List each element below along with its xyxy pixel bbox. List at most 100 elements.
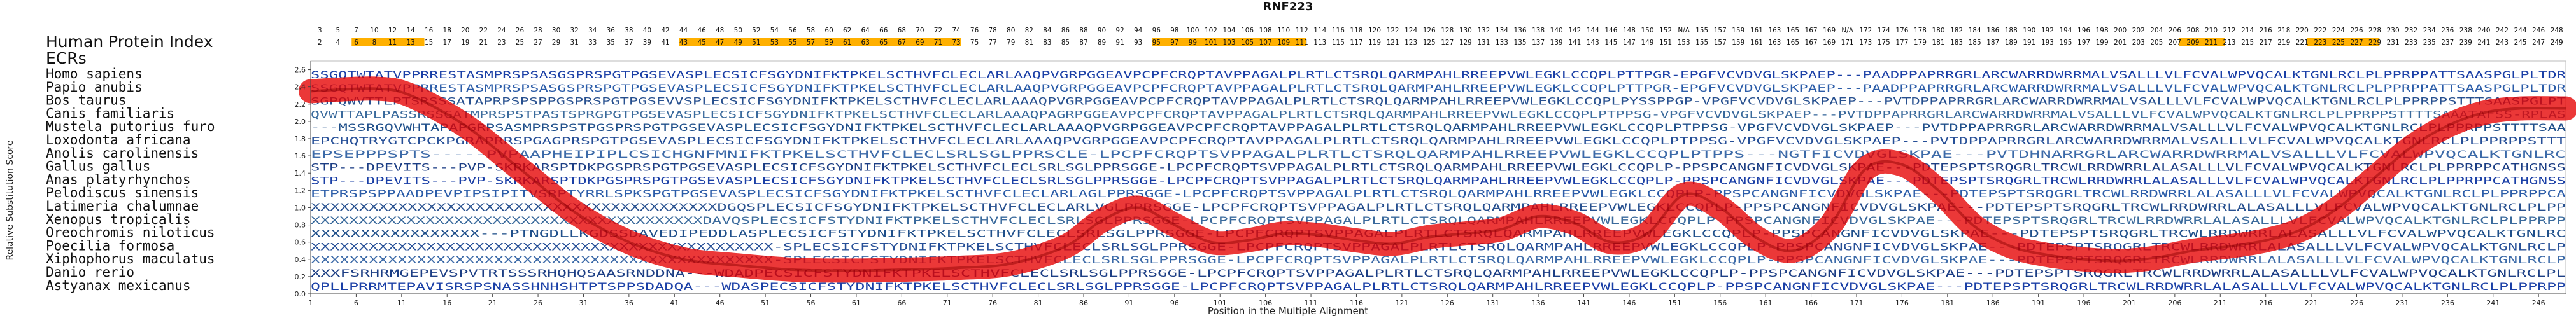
human-index-label: 165 xyxy=(1787,27,1799,34)
alignment-index-label: 207 xyxy=(2169,39,2181,46)
human-index-label: 76 xyxy=(970,27,979,34)
alignment-index-label: 105 xyxy=(1241,39,1254,46)
human-index-label: 238 xyxy=(2459,27,2472,34)
y-tick-label: 0.4 xyxy=(295,256,306,264)
alignment-index-label: 8 xyxy=(372,39,377,46)
human-index-label: 82 xyxy=(1025,27,1033,34)
alignment-index-label: 99 xyxy=(1189,39,1197,46)
x-tick-label: 6 xyxy=(354,299,358,307)
alignment-index-label: 25 xyxy=(516,39,524,46)
alignment-index-label: 195 xyxy=(2059,39,2072,46)
y-tick-label: 1.8 xyxy=(295,135,306,143)
human-index-label: 68 xyxy=(898,27,906,34)
human-index-label: 230 xyxy=(2387,27,2400,34)
y-tick-label: 1.4 xyxy=(295,169,306,177)
human-index-label: 210 xyxy=(2205,27,2218,34)
x-tick-label: 26 xyxy=(534,299,542,307)
human-index-label: 70 xyxy=(916,27,924,34)
human-index-label: 220 xyxy=(2296,27,2309,34)
alignment-index-label: 199 xyxy=(2096,39,2109,46)
alignment-index-label: 65 xyxy=(879,39,888,46)
human-index-label: 22 xyxy=(479,27,488,34)
alignment-index-label: 243 xyxy=(2496,39,2509,46)
x-tick-label: 11 xyxy=(397,299,406,307)
alignment-index-label: 165 xyxy=(1787,39,1799,46)
species-label: Gallus gallus xyxy=(46,159,150,174)
human-index-label: 10 xyxy=(370,27,378,34)
human-index-label: 128 xyxy=(1441,27,1454,34)
x-tick-label: 151 xyxy=(1668,299,1681,307)
alignment-index-label: 77 xyxy=(988,39,996,46)
human-index-label: 42 xyxy=(661,27,669,34)
human-index-label: 140 xyxy=(1550,27,1563,34)
alignment-index-label: 235 xyxy=(2423,39,2436,46)
human-protein-index-label: Human Protein Index xyxy=(46,32,213,51)
x-tick-label: 16 xyxy=(442,299,451,307)
human-index-label: 118 xyxy=(1350,27,1362,34)
human-index-label: 112 xyxy=(1296,27,1308,34)
human-index-label: 40 xyxy=(643,27,651,34)
species-label: Oreochromis niloticus xyxy=(46,225,215,240)
human-index-label: 120 xyxy=(1368,27,1381,34)
alignment-index-label: 191 xyxy=(2023,39,2035,46)
alignment-index-label: 141 xyxy=(1568,39,1581,46)
human-index-label: 228 xyxy=(2368,27,2381,34)
sequence-alignment: SSGQTWTATVPPRRESTASMPRSPSASGSPRSPGTPGSEV… xyxy=(311,69,2566,293)
alignment-index-label: 81 xyxy=(1025,39,1033,46)
ecr-band xyxy=(351,38,425,46)
human-index-label: 20 xyxy=(461,27,469,34)
human-index-label: 16 xyxy=(425,27,434,34)
human-index-label: 208 xyxy=(2186,27,2199,34)
human-index-label: 14 xyxy=(406,27,415,34)
human-index-label: 190 xyxy=(2023,27,2035,34)
human-index-label: 36 xyxy=(607,27,616,34)
x-tick-label: 21 xyxy=(488,299,497,307)
sequence-row: ETPRSPSPPAADPEVPIPSIPITVSRPTYRRLSPKSPGTP… xyxy=(311,188,2566,200)
human-index-label: 246 xyxy=(2532,27,2545,34)
human-index-label: 62 xyxy=(843,27,851,34)
alignment-index-label: 159 xyxy=(1732,39,1744,46)
x-tick-label: 1 xyxy=(309,299,313,307)
x-tick-label: 231 xyxy=(2395,299,2409,307)
human-index-label: 130 xyxy=(1459,27,1472,34)
human-index-label: 163 xyxy=(1768,27,1781,34)
x-tick-label: 71 xyxy=(943,299,952,307)
alignment-index-label: 35 xyxy=(607,39,615,46)
sequence-row: EPSEPPPSPTS-----PVPAAPHEIPIPLCSICHGNFMNI… xyxy=(311,148,2566,160)
alignment-index-label: 15 xyxy=(425,39,433,46)
human-index-label: 98 xyxy=(1170,27,1178,34)
alignment-index-label: 127 xyxy=(1441,39,1454,46)
y-tick-label: 0.8 xyxy=(295,221,306,230)
alignment-index-label: 101 xyxy=(1205,39,1217,46)
species-label: Anas platyrhynchos xyxy=(46,172,191,187)
y-tick-label: 0.6 xyxy=(295,238,306,247)
human-index-label: 26 xyxy=(516,27,525,34)
human-index-label: 44 xyxy=(679,27,688,34)
alignment-index-label: 173 xyxy=(1859,39,1872,46)
sequence-row: SSGQTWTATVPPRRESTASMPRSPSASGSPRSPGTPGSEV… xyxy=(311,69,2566,81)
human-index-label: 38 xyxy=(625,27,633,34)
x-tick-label: 41 xyxy=(670,299,679,307)
y-tick-label: 0.2 xyxy=(295,273,306,281)
alignment-index-label: 87 xyxy=(1079,39,1087,46)
human-index-label: 46 xyxy=(697,27,706,34)
human-index-label: 74 xyxy=(952,27,961,34)
alignment-index-header: 3 5 7 10 12 14 16 18 20 22 24 26 28 30 32 34 36 38 40 42 44 4… xyxy=(318,27,2563,46)
alignment-index-label: 53 xyxy=(770,39,779,46)
y-tick-label: 1.0 xyxy=(295,204,306,212)
alignment-index-label: 61 xyxy=(843,39,851,46)
human-index-label: 224 xyxy=(2332,27,2345,34)
x-tick-label: 171 xyxy=(1850,299,1863,307)
x-tick-label: 131 xyxy=(1486,299,1499,307)
x-tick-label: 96 xyxy=(1170,299,1179,307)
alignment-index-label: 109 xyxy=(1277,39,1290,46)
alignment-index-label: 227 xyxy=(2350,39,2363,46)
human-index-label: 28 xyxy=(534,27,542,34)
ecr-band xyxy=(2179,38,2225,46)
human-index-label: 90 xyxy=(1098,27,1106,34)
y-tick-label: 1.2 xyxy=(295,186,306,195)
alignment-index-label: 89 xyxy=(1098,39,1106,46)
alignment-index-label: 103 xyxy=(1222,39,1235,46)
human-index-label: 216 xyxy=(2260,27,2272,34)
x-tick-label: 196 xyxy=(2077,299,2091,307)
